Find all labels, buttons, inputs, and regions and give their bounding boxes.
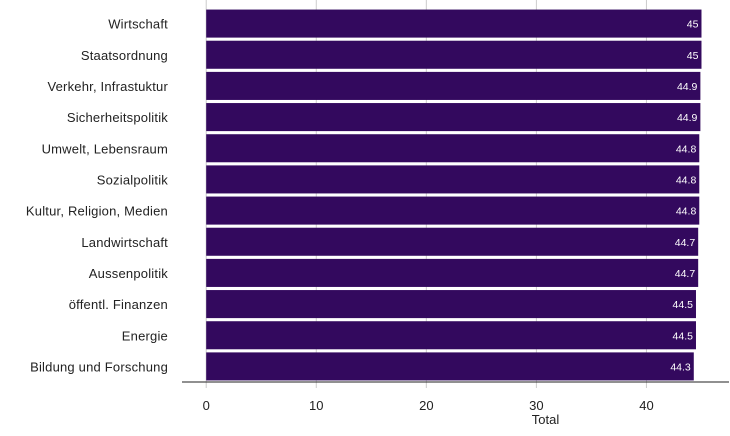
bar [206, 321, 696, 350]
bar-value-label: 44.8 [676, 174, 697, 186]
bar-value-label: 44.3 [670, 361, 691, 373]
bar [206, 9, 702, 38]
x-tick-label: 10 [309, 398, 323, 413]
bar-value-label: 44.5 [673, 299, 694, 311]
category-label: Staatsordnung [81, 48, 168, 63]
bar-value-label: 44.8 [676, 143, 697, 155]
x-tick-label: 30 [529, 398, 543, 413]
category-label: Umwelt, Lebensraum [42, 141, 168, 156]
bar [206, 290, 696, 319]
category-label: Verkehr, Infrastuktur [47, 79, 168, 94]
category-label: Sicherheitspolitik [67, 110, 168, 125]
bar [206, 196, 700, 225]
bar-value-label: 44.9 [677, 112, 698, 124]
x-tick-label: 20 [419, 398, 433, 413]
bar [206, 103, 701, 132]
category-labels: Wirtschaft Staatsordnung Verkehr, Infrastu… [26, 17, 169, 375]
category-label: Aussenpolitik [89, 266, 168, 281]
bar [206, 71, 701, 100]
bar-value-label: 44.8 [676, 206, 697, 218]
bar-value-label: 44.7 [675, 237, 696, 249]
bars: 45 45 44.9 44.9 44.8 44.8 44.8 44.7 44.7 44.5 44.5… [206, 9, 702, 381]
category-label: Bildung und Forschung [30, 359, 168, 374]
bar-value-label: 44.7 [675, 268, 696, 280]
bar-value-label: 45 [687, 50, 699, 62]
x-axis: 0 10 20 30 40 [182, 381, 729, 413]
category-label: Wirtschaft [108, 17, 168, 32]
category-label: Kultur, Religion, Medien [26, 204, 168, 219]
x-tick-label: 0 [203, 398, 210, 413]
bar-value-label: 44.5 [673, 330, 694, 342]
bar [206, 165, 700, 194]
category-label: Energie [122, 328, 168, 343]
bar [206, 134, 700, 163]
category-label: Sozialpolitik [97, 172, 169, 187]
bar [206, 352, 694, 381]
category-label: öffentl. Finanzen [69, 297, 168, 312]
x-tick-label: 40 [639, 398, 653, 413]
bar [206, 40, 702, 69]
bar [206, 258, 699, 287]
bar-value-label: 44.9 [677, 81, 698, 93]
x-axis-title: Total [532, 412, 560, 427]
category-label: Landwirtschaft [81, 235, 168, 250]
bar [206, 227, 699, 256]
bar-value-label: 45 [687, 19, 699, 31]
